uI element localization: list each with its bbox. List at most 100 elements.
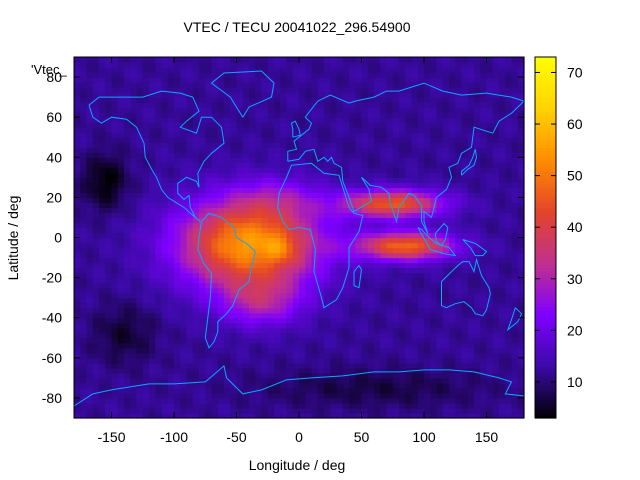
heatmap-cell [336, 232, 344, 239]
heatmap-cell [399, 187, 406, 193]
heatmap-cell [280, 272, 288, 279]
heatmap-cell [217, 152, 225, 158]
heatmap-cell [517, 147, 525, 153]
heatmap-cell [236, 167, 244, 173]
heatmap-cell [99, 67, 106, 73]
heatmap-cell [80, 72, 88, 78]
heatmap-cell [255, 177, 263, 183]
heatmap-cell [442, 302, 450, 309]
heatmap-cell [167, 237, 175, 244]
heatmap-cell [249, 167, 256, 173]
heatmap-cell [161, 262, 169, 269]
heatmap-cell [511, 357, 519, 364]
heatmap-cell [186, 337, 194, 344]
heatmap-cell [474, 207, 481, 214]
heatmap-cell [292, 142, 300, 148]
heatmap-cell [255, 352, 263, 359]
heatmap-cell [486, 187, 494, 193]
heatmap-cell [399, 72, 406, 78]
heatmap-cell [249, 172, 256, 178]
heatmap-cell [311, 162, 319, 168]
heatmap-cell [167, 87, 175, 93]
heatmap-cell [286, 262, 294, 269]
heatmap-cell [399, 277, 406, 284]
heatmap-cell [430, 317, 438, 324]
heatmap-cell [317, 317, 325, 324]
heatmap-cell [424, 222, 431, 229]
heatmap-cell [305, 142, 313, 148]
heatmap-cell [461, 107, 469, 113]
heatmap-cell [305, 342, 313, 349]
heatmap-cell [361, 72, 369, 78]
heatmap-cell [449, 247, 456, 254]
heatmap-cell [305, 252, 313, 259]
heatmap-cell [155, 117, 163, 123]
heatmap-cell [455, 402, 463, 409]
heatmap-cell [424, 237, 431, 244]
heatmap-cell [386, 342, 394, 349]
heatmap-cell [486, 72, 494, 78]
heatmap-cell [405, 317, 413, 324]
heatmap-cell [511, 72, 519, 78]
heatmap-cell [392, 122, 400, 128]
heatmap-cell [424, 272, 431, 279]
heatmap-cell [392, 307, 400, 314]
heatmap-cell [317, 402, 325, 409]
heatmap-cell [336, 252, 344, 259]
heatmap-cell [261, 157, 269, 163]
heatmap-cell [192, 152, 200, 158]
heatmap-cell [130, 157, 138, 163]
heatmap-cell [86, 312, 94, 319]
heatmap-cell [174, 222, 181, 229]
heatmap-cell [280, 72, 288, 78]
heatmap-cell [205, 137, 213, 143]
heatmap-cell [492, 227, 500, 234]
heatmap-cell [205, 252, 213, 259]
heatmap-cell [486, 332, 494, 339]
heatmap-cell [99, 192, 106, 198]
heatmap-cell [305, 232, 313, 239]
heatmap-cell [367, 222, 375, 229]
heatmap-cell [317, 272, 325, 279]
heatmap-cell [286, 382, 294, 389]
heatmap-cell [180, 87, 188, 93]
heatmap-cell [142, 277, 150, 284]
heatmap-cell [180, 122, 188, 128]
heatmap-cell [380, 317, 388, 324]
heatmap-cell [130, 137, 138, 143]
heatmap-cell [430, 387, 438, 394]
heatmap-cell [442, 82, 450, 88]
heatmap-cell [230, 197, 238, 203]
heatmap-cell [505, 192, 513, 198]
heatmap-cell [199, 182, 206, 188]
heatmap-cell [367, 247, 375, 254]
heatmap-cell [367, 367, 375, 374]
heatmap-cell [349, 412, 356, 419]
heatmap-cell [355, 362, 363, 369]
heatmap-cell [342, 352, 350, 359]
heatmap-cell [117, 277, 125, 284]
heatmap-cell [392, 237, 400, 244]
heatmap-cell [286, 92, 294, 98]
heatmap-cell [286, 197, 294, 203]
heatmap-cell [442, 392, 450, 399]
heatmap-cell [461, 207, 469, 214]
heatmap-cell [486, 392, 494, 399]
heatmap-cell [211, 107, 219, 113]
heatmap-cell [311, 312, 319, 319]
heatmap-cell [467, 232, 475, 239]
heatmap-cell [192, 362, 200, 369]
heatmap-cell [249, 212, 256, 219]
heatmap-cell [517, 217, 525, 224]
heatmap-cell [286, 257, 294, 264]
heatmap-cell [286, 342, 294, 349]
heatmap-cell [286, 327, 294, 334]
heatmap-cell [474, 277, 481, 284]
heatmap-cell [492, 412, 500, 419]
heatmap-cell [242, 397, 250, 404]
heatmap-cell [224, 257, 231, 264]
heatmap-cell [155, 207, 163, 214]
heatmap-cell [330, 132, 338, 138]
heatmap-cell [330, 352, 338, 359]
heatmap-cell [361, 337, 369, 344]
